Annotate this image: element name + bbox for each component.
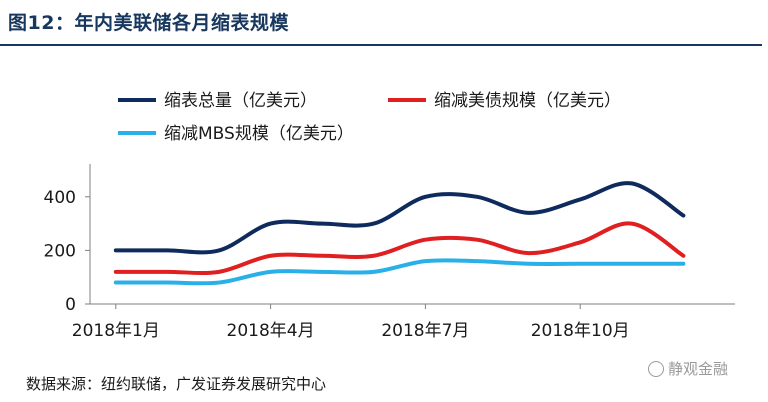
x-tick-label: 2018年1月 bbox=[72, 321, 160, 341]
legend-label: 缩减MBS规模（亿美元） bbox=[164, 124, 354, 144]
x-tick-label: 2018年10月 bbox=[531, 321, 630, 341]
series-line-mbs bbox=[113, 258, 686, 286]
watermark-text: 静观金融 bbox=[668, 360, 729, 378]
x-tick-label: 2018年7月 bbox=[381, 321, 469, 341]
line-chart: 缩表总量（亿美元） 缩减美债规模（亿美元） 缩减MBS规模（亿美元） 0 200 400… bbox=[44, 91, 735, 341]
source-note: 数据来源：纽约联储，广发证券发展研究中心 bbox=[26, 375, 327, 393]
series-line-treasury bbox=[113, 221, 686, 276]
chart-series bbox=[113, 181, 686, 286]
title-divider bbox=[0, 44, 762, 46]
x-tick-label: 2018年4月 bbox=[227, 321, 315, 341]
chart-title: 图12：年内美联储各月缩表规模 bbox=[8, 12, 289, 34]
y-tick-label: 400 bbox=[44, 188, 76, 208]
wechat-logo-icon bbox=[648, 360, 664, 377]
series-line-total bbox=[113, 181, 686, 255]
chart-axes: 0 200 400 2018年1月 2018年4月 2018年7月 2018年10月 bbox=[44, 164, 735, 341]
legend: 缩表总量（亿美元） 缩减美债规模（亿美元） 缩减MBS规模（亿美元） bbox=[118, 91, 621, 144]
y-tick-label: 200 bbox=[44, 241, 76, 261]
y-tick-label: 0 bbox=[65, 295, 76, 315]
legend-label: 缩减美债规模（亿美元） bbox=[434, 91, 621, 111]
legend-label: 缩表总量（亿美元） bbox=[164, 91, 317, 111]
watermark: 静观金融 bbox=[648, 358, 728, 379]
